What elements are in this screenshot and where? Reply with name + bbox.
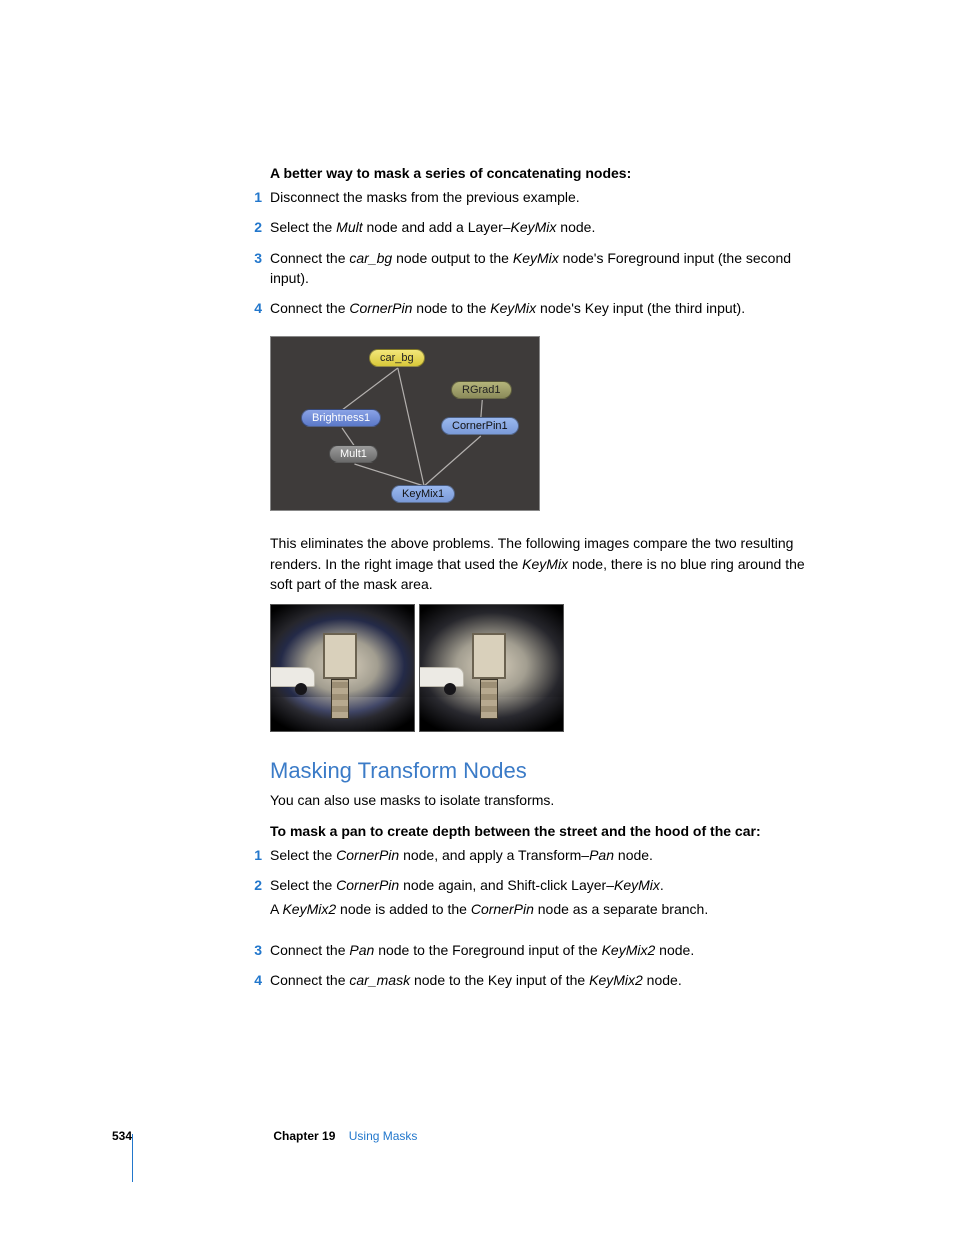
- node-graph-figure: car_bg RGrad1 Brightness1 CornerPin1 Mult1 Ke…: [270, 336, 540, 511]
- step-text: Connect the CornerPin node to the KeyMix…: [270, 298, 830, 318]
- steps-list-1: 1Disconnect the masks from the previous …: [270, 187, 830, 318]
- graph-node: RGrad1: [451, 381, 512, 399]
- step-text: Select the CornerPin node, and apply a T…: [270, 845, 830, 865]
- step-text: Disconnect the masks from the previous e…: [270, 187, 830, 207]
- step-text: Select the CornerPin node again, and Shi…: [270, 875, 830, 930]
- step-number: 4: [242, 298, 262, 318]
- step-text: Connect the car_mask node to the Key inp…: [270, 970, 830, 990]
- chapter-title: Using Masks: [349, 1129, 418, 1143]
- graph-node: CornerPin1: [441, 417, 519, 435]
- procedure-title-2: To mask a pan to create depth between th…: [270, 823, 830, 839]
- graph-node: car_bg: [369, 349, 425, 367]
- step-item: 2Select the Mult node and add a Layer–Ke…: [270, 217, 830, 237]
- render-comparison-figure: [270, 604, 830, 732]
- step-item: 3Connect the Pan node to the Foreground …: [270, 940, 830, 960]
- step-item: 4Connect the CornerPin node to the KeyMi…: [270, 298, 830, 318]
- graph-node: Mult1: [329, 445, 378, 463]
- render-left: [270, 604, 415, 732]
- step-number: 3: [242, 940, 262, 960]
- step-text: Connect the car_bg node output to the Ke…: [270, 248, 830, 289]
- step-subtext: A KeyMix2 node is added to the CornerPin…: [270, 899, 830, 919]
- step-item: 2Select the CornerPin node again, and Sh…: [270, 875, 830, 930]
- graph-node: Brightness1: [301, 409, 381, 427]
- steps-list-2: 1Select the CornerPin node, and apply a …: [270, 845, 830, 990]
- chapter-label: Chapter 19: [273, 1129, 335, 1143]
- step-item: 4Connect the car_mask node to the Key in…: [270, 970, 830, 990]
- step-item: 1Select the CornerPin node, and apply a …: [270, 845, 830, 865]
- footer-divider: [132, 1134, 133, 1182]
- body-paragraph-1: This eliminates the above problems. The …: [270, 533, 830, 594]
- page-number: 534: [112, 1129, 132, 1143]
- render-right: [419, 604, 564, 732]
- body-paragraph-2: You can also use masks to isolate transf…: [270, 790, 830, 810]
- step-number: 1: [242, 845, 262, 865]
- graph-node: KeyMix1: [391, 485, 455, 503]
- section-heading: Masking Transform Nodes: [270, 758, 830, 784]
- step-number: 3: [242, 248, 262, 289]
- step-number: 1: [242, 187, 262, 207]
- step-number: 2: [242, 875, 262, 930]
- step-text: Select the Mult node and add a Layer–Key…: [270, 217, 830, 237]
- step-item: 1Disconnect the masks from the previous …: [270, 187, 830, 207]
- step-item: 3Connect the car_bg node output to the K…: [270, 248, 830, 289]
- step-number: 2: [242, 217, 262, 237]
- procedure-title-1: A better way to mask a series of concate…: [270, 165, 830, 181]
- step-text: Connect the Pan node to the Foreground i…: [270, 940, 830, 960]
- page-content: A better way to mask a series of concate…: [270, 165, 830, 1000]
- page-footer: 534 Chapter 19 Using Masks: [112, 1129, 832, 1143]
- step-number: 4: [242, 970, 262, 990]
